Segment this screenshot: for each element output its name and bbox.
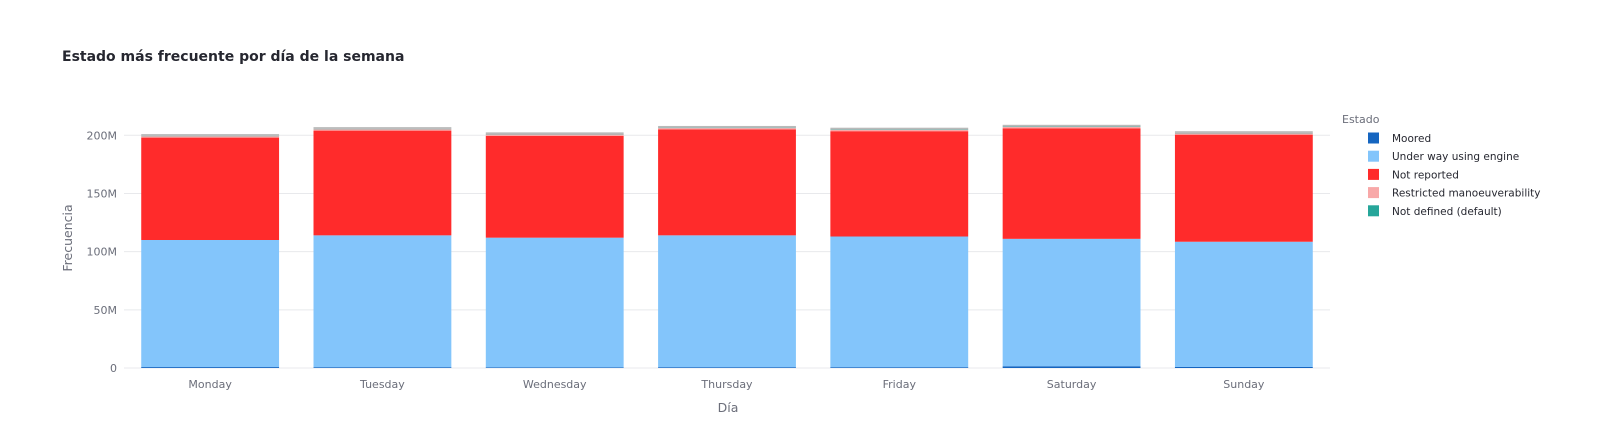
legend-label: Not reported bbox=[1392, 169, 1459, 181]
legend-swatch bbox=[1368, 205, 1379, 217]
x-tick-label: Monday bbox=[188, 378, 232, 391]
bar-segment-wednesday-3[interactable] bbox=[485, 134, 624, 136]
bar-segment-sunday-5[interactable] bbox=[1174, 131, 1313, 133]
bar-segment-friday-5[interactable] bbox=[830, 127, 969, 130]
bar-segment-saturday-0[interactable] bbox=[1002, 366, 1141, 368]
x-tick-label: Friday bbox=[883, 378, 917, 391]
legend-swatch bbox=[1368, 150, 1379, 162]
legend-swatch bbox=[1368, 168, 1379, 180]
y-tick-label: 0 bbox=[110, 362, 117, 375]
bar-segment-sunday-2[interactable] bbox=[1174, 134, 1313, 242]
legend-label: Restricted manoeuverability bbox=[1392, 188, 1541, 200]
bar-segment-thursday-1[interactable] bbox=[658, 235, 796, 368]
bar-segment-wednesday-2[interactable] bbox=[485, 135, 624, 238]
bar-segment-tuesday-3[interactable] bbox=[313, 129, 452, 131]
x-tick-label: Saturday bbox=[1047, 378, 1097, 391]
bar-segment-thursday-3[interactable] bbox=[658, 128, 796, 130]
bar-segment-thursday-0[interactable] bbox=[658, 367, 796, 368]
legend-item[interactable]: Not defined (default) bbox=[1368, 205, 1502, 218]
legend-item[interactable]: Restricted manoeuverability bbox=[1368, 187, 1541, 200]
y-tick-label: 50M bbox=[94, 304, 118, 317]
chart-title: Estado más frecuente por día de la seman… bbox=[62, 49, 404, 65]
x-axis-ticks: Monday Tuesday Wednesday Thursday Friday Satu… bbox=[188, 378, 1264, 391]
bar-segment-saturday-2[interactable] bbox=[1002, 128, 1141, 239]
bar-segment-friday-3[interactable] bbox=[830, 129, 969, 132]
bar-segment-friday-2[interactable] bbox=[830, 131, 969, 237]
bar-segment-monday-3[interactable] bbox=[141, 136, 280, 138]
bar-segment-sunday-0[interactable] bbox=[1174, 366, 1313, 368]
bar-segment-tuesday-1[interactable] bbox=[313, 235, 452, 368]
legend-swatch bbox=[1368, 132, 1379, 144]
legend-label: Not defined (default) bbox=[1392, 206, 1502, 218]
y-tick-label: 200M bbox=[87, 129, 118, 142]
legend[interactable]: Moored Under way using engine Not reported… bbox=[1368, 132, 1541, 218]
bar-segment-monday-0[interactable] bbox=[141, 367, 280, 368]
legend-item[interactable]: Moored bbox=[1368, 132, 1431, 146]
y-tick-label: 100M bbox=[87, 246, 118, 259]
bar-segment-sunday-1[interactable] bbox=[1174, 241, 1313, 367]
bar-segment-friday-1[interactable] bbox=[830, 236, 969, 368]
legend-title: Estado bbox=[1342, 113, 1380, 126]
bar-segment-sunday-3[interactable] bbox=[1174, 133, 1313, 135]
bar-segment-saturday-3[interactable] bbox=[1002, 126, 1141, 129]
bar-segment-monday-5[interactable] bbox=[141, 134, 280, 136]
y-tick-label: 150M bbox=[87, 187, 118, 200]
bar-segment-monday-2[interactable] bbox=[141, 137, 280, 240]
bar-segment-friday-0[interactable] bbox=[830, 367, 969, 368]
bar-segment-monday-1[interactable] bbox=[141, 240, 280, 368]
x-tick-label: Tuesday bbox=[359, 378, 405, 391]
bars bbox=[141, 124, 1313, 368]
bar-segment-thursday-2[interactable] bbox=[658, 129, 796, 236]
legend-item[interactable]: Not reported bbox=[1368, 168, 1459, 182]
legend-swatch bbox=[1368, 187, 1379, 199]
bar-segment-wednesday-5[interactable] bbox=[485, 132, 624, 135]
x-tick-label: Sunday bbox=[1223, 378, 1265, 391]
bar-segment-tuesday-5[interactable] bbox=[313, 127, 452, 129]
bar-segment-saturday-5[interactable] bbox=[1002, 124, 1141, 127]
x-tick-label: Thursday bbox=[700, 378, 753, 391]
legend-item[interactable]: Under way using engine bbox=[1368, 150, 1519, 164]
legend-label: Under way using engine bbox=[1392, 151, 1519, 163]
bar-segment-tuesday-2[interactable] bbox=[313, 130, 452, 236]
bar-segment-thursday-5[interactable] bbox=[658, 125, 796, 128]
x-tick-label: Wednesday bbox=[523, 378, 587, 391]
legend-label: Moored bbox=[1392, 133, 1431, 145]
bar-segment-saturday-1[interactable] bbox=[1002, 238, 1141, 367]
y-axis-ticks: 0 50M 100M 150M 200M bbox=[87, 129, 118, 375]
y-axis-title: Frecuencia bbox=[60, 204, 75, 271]
bar-segment-wednesday-1[interactable] bbox=[485, 237, 624, 368]
x-axis-title: Día bbox=[718, 400, 739, 415]
bar-segment-wednesday-0[interactable] bbox=[485, 367, 624, 368]
bar-segment-tuesday-0[interactable] bbox=[313, 367, 452, 368]
